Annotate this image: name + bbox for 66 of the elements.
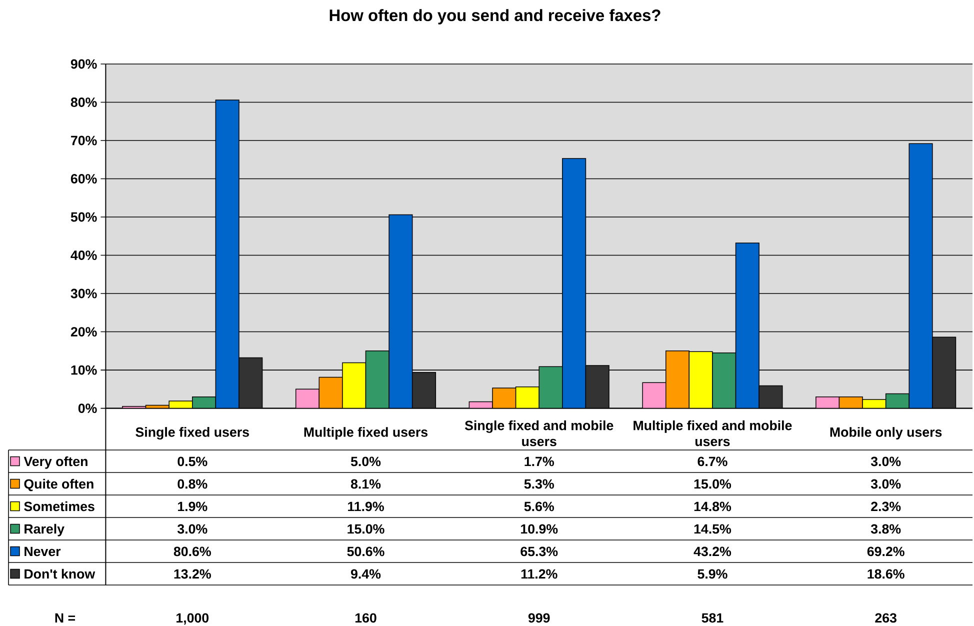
data-label: 5.0% [350,456,381,466]
data-label: 15.0% [694,479,732,489]
data-label: 65.3% [520,546,558,556]
legend-label: Very often [24,456,88,469]
y-tick-label: 0% [78,404,97,414]
text: 1,000 [176,613,209,625]
bar [758,385,783,408]
legend-label: Quite often [24,478,94,492]
data-label: 14.5% [694,524,732,534]
data-label: 3.8% [870,524,901,534]
data-label: 0.8% [178,479,208,489]
data-label: 13.2% [174,569,211,579]
data-label: 5.9% [698,569,728,579]
x-tick-label: Mobile only users [830,427,942,440]
data-label: 1.9% [178,502,208,512]
bar [585,365,610,408]
y-tick-label: 90% [70,59,97,69]
data-label: 2.3% [871,502,901,512]
data-label: 18.6% [868,569,904,579]
y-tick-label: 70% [71,136,97,146]
data-label: 11.2% [521,569,558,579]
legend-label: Don't know [24,568,96,579]
data-label: 69.2% [867,546,904,556]
text: 160 [355,613,376,623]
data-label: 6.7% [698,456,728,466]
legend-label: Sometimes [24,501,94,512]
bar [932,336,956,408]
y-tick-label: 80% [70,98,97,107]
data-label: 80.6% [174,546,211,556]
text: 581 [702,613,724,623]
y-tick-label: 50% [70,212,97,222]
data-label: 11.9% [348,502,384,512]
legend-label: Never [24,546,61,556]
legend-label: Rarely [24,524,64,536]
bar [412,372,436,408]
data-label: 5.6% [524,502,554,512]
x-tick-label: Single fixed and mobile users [464,420,614,446]
y-tick-label: 20% [70,327,97,337]
data-label: 3.0% [870,456,901,466]
x-tick-label: Single fixed users [136,427,249,440]
data-label: 3.0% [177,524,208,534]
data-label: 50.6% [347,546,384,556]
data-label: 43.2% [694,546,732,556]
y-tick-label: 30% [70,288,97,298]
y-tick-label: 10% [71,365,97,375]
x-tick-label: Multiple fixed users [304,427,428,440]
bar [688,351,713,408]
data-label: 15.0% [348,524,384,534]
chart-title: How often do you send and receive faxes? [330,9,660,24]
bar [515,386,540,408]
y-tick-label: 40% [70,250,97,260]
bar [238,357,263,408]
bar [342,362,366,408]
data-label: 0.5% [178,456,208,466]
data-label: 1.7% [524,456,554,466]
data-label: 10.9% [521,524,558,534]
y-tick-label: 60% [70,174,97,184]
data-label: 14.8% [694,502,732,512]
data-label: 9.4% [351,569,381,579]
x-tick-label: Multiple fixed and mobile users [634,420,792,446]
text: 999 [528,613,550,623]
data-label: 3.0% [870,479,901,489]
text: N = [55,613,76,622]
data-label: 5.3% [524,479,554,489]
text: 263 [875,613,896,623]
data-label: 8.1% [350,479,381,489]
